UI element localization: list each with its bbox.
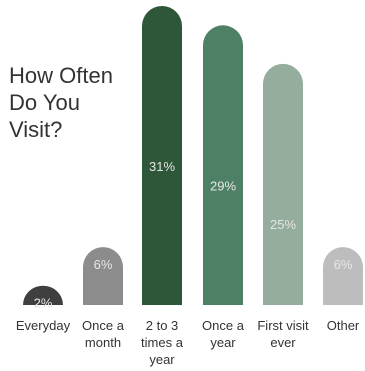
bar-1: [23, 285, 63, 305]
chart-title-line-3: Visit?: [9, 117, 63, 142]
bar-5: [263, 63, 303, 305]
chart-title-line-2: Do You: [9, 90, 80, 115]
category-label-6: Other: [327, 318, 360, 333]
category-label-3: 2 to 3 times a year: [141, 318, 184, 367]
data-label-3: 31%: [149, 159, 175, 174]
category-label-1: Everyday: [16, 318, 71, 333]
bar-4: [203, 25, 243, 306]
data-label-5: 25%: [270, 217, 296, 232]
data-label-1: 2%: [34, 296, 53, 311]
chart-title-line-1: How Often: [9, 63, 113, 88]
category-label-2: Once a month: [82, 318, 125, 350]
bar-6: [323, 247, 363, 305]
bar-2: [83, 247, 123, 305]
chart-title: How Often Do You Visit?: [9, 62, 149, 143]
category-label-4: Once a year: [202, 318, 245, 350]
category-label-5: First visit ever: [257, 318, 309, 350]
data-label-4: 29%: [210, 178, 236, 193]
data-label-6: 6%: [334, 257, 353, 272]
data-label-2: 6%: [94, 257, 113, 272]
bar-3: [142, 6, 182, 305]
